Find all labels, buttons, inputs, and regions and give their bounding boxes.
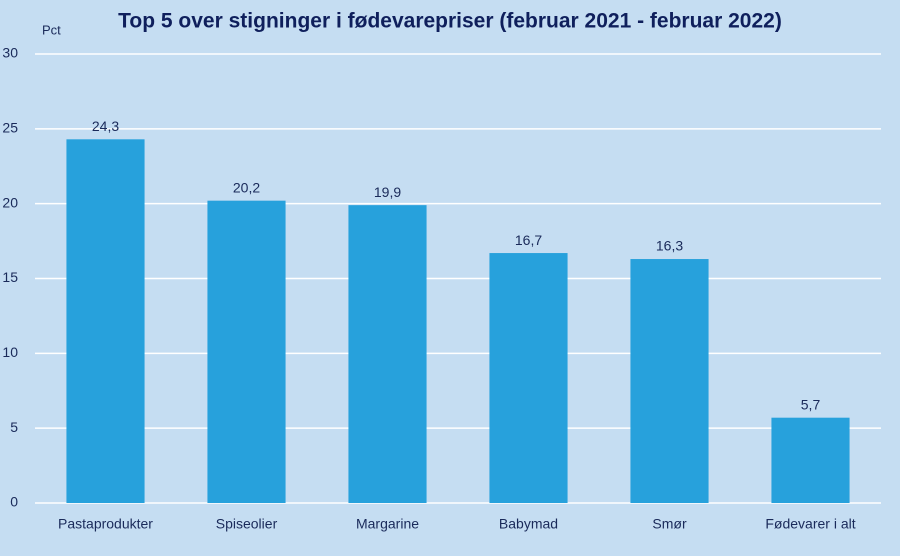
x-tick-label: Margarine: [356, 516, 419, 532]
y-tick-label: 10: [2, 344, 18, 360]
y-tick-label: 30: [2, 45, 18, 61]
x-tick-label: Smør: [652, 516, 687, 532]
y-tick-label: 20: [2, 194, 18, 210]
bar: [630, 259, 709, 503]
value-label: 5,7: [801, 396, 821, 412]
value-label: 24,3: [92, 118, 119, 134]
chart-title: Top 5 over stigninger i fødevarepriser (…: [118, 10, 782, 33]
value-label: 16,7: [515, 232, 542, 248]
value-label: 20,2: [233, 179, 260, 195]
bar: [348, 205, 427, 503]
bar: [489, 253, 568, 503]
bar: [207, 200, 286, 503]
x-tick-label: Fødevarer i alt: [765, 516, 855, 532]
x-tick-label: Pastaprodukter: [58, 516, 153, 532]
y-tick-label: 5: [10, 419, 18, 435]
value-label: 19,9: [374, 184, 401, 200]
x-tick-label: Babymad: [499, 516, 558, 532]
x-tick-label: Spiseolier: [216, 516, 278, 532]
value-label: 16,3: [656, 238, 683, 254]
y-tick-label: 0: [10, 494, 18, 510]
y-tick-label: 25: [2, 120, 18, 136]
y-axis-label: Pct: [42, 22, 61, 37]
bar: [66, 139, 145, 503]
bar: [771, 417, 850, 503]
y-tick-label: 15: [2, 269, 18, 285]
